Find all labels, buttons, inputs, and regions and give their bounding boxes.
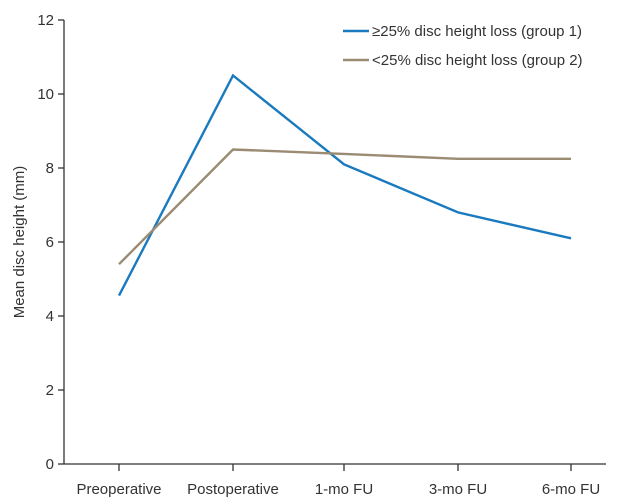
x-tick-label: 6-mo FU	[542, 481, 600, 498]
y-tick-label: 4	[46, 308, 54, 325]
series-layer	[117, 73, 572, 297]
y-axis-title: Mean disc height (mm)	[11, 166, 28, 319]
x-tick-label: Postoperative	[187, 481, 279, 498]
series-line-1	[117, 73, 572, 297]
legend-label-2: <25% disc height loss (group 2)	[372, 52, 583, 69]
y-tick-label: 0	[46, 456, 54, 473]
y-tick-label: 2	[46, 382, 54, 399]
series-line-2	[118, 148, 571, 266]
legend: ≥25% disc height loss (group 1) <25% disc…	[343, 23, 583, 69]
x-tick-label: 1-mo FU	[315, 481, 373, 498]
y-tick-label: 6	[46, 234, 54, 251]
x-tick-label: 3-mo FU	[429, 481, 487, 498]
axes: 0 2 4 6 8 10 12 Preoperative Postoperative 1-mo F…	[37, 12, 606, 498]
x-tick-label: Preoperative	[76, 481, 161, 498]
y-tick-label: 8	[46, 160, 54, 177]
y-tick-label: 10	[37, 86, 54, 103]
y-tick-label: 12	[37, 12, 54, 29]
legend-label-1: ≥25% disc height loss (group 1)	[372, 23, 582, 40]
